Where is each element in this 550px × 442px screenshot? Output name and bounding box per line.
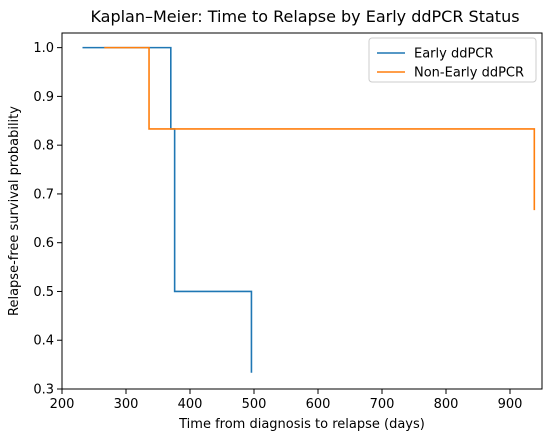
y-axis-label: Relapse-free survival probability	[7, 106, 22, 316]
x-tick-label: 600	[306, 397, 331, 412]
y-tick-label: 0.4	[33, 334, 54, 349]
y-axis: 0.3 0.4 0.5 0.6 0.7 0.8 0.9 1.0	[33, 41, 62, 398]
series-line-non-early-ddpcr	[104, 46, 536, 211]
x-tick-label: 300	[114, 397, 139, 412]
legend-label: Early ddPCR	[414, 47, 493, 62]
y-tick-label: 0.8	[33, 139, 54, 154]
x-tick-label: 900	[498, 397, 523, 412]
legend-label: Non-Early ddPCR	[414, 66, 524, 81]
x-tick-label: 700	[370, 397, 395, 412]
y-tick-label: 0.6	[33, 236, 54, 251]
legend-box	[368, 37, 537, 83]
y-tick-label: 0.5	[33, 285, 54, 300]
y-tick-label: 0.7	[33, 187, 54, 202]
series-line-early-ddpcr	[82, 46, 253, 373]
y-tick-label: 0.3	[33, 383, 54, 398]
y-tick-label: 0.9	[33, 90, 54, 105]
legend-entries: Early ddPCR Non-Early ddPCR	[377, 47, 524, 81]
x-tick-label: 800	[434, 397, 459, 412]
x-tick-label: 500	[242, 397, 267, 412]
series-layer	[82, 46, 536, 373]
chart-title: Kaplan–Meier: Time to Relapse by Early d…	[90, 7, 519, 26]
x-tick-label: 400	[178, 397, 203, 412]
y-tick-label: 1.0	[33, 41, 54, 56]
x-tick-label: 200	[50, 397, 75, 412]
x-axis-label: Time from diagnosis to relapse (days)	[178, 417, 425, 432]
legend: Early ddPCR Non-Early ddPCR	[368, 37, 537, 83]
plot-frame	[61, 32, 543, 390]
x-axis: 200 300 400 500 600 700 800 900	[50, 389, 523, 412]
